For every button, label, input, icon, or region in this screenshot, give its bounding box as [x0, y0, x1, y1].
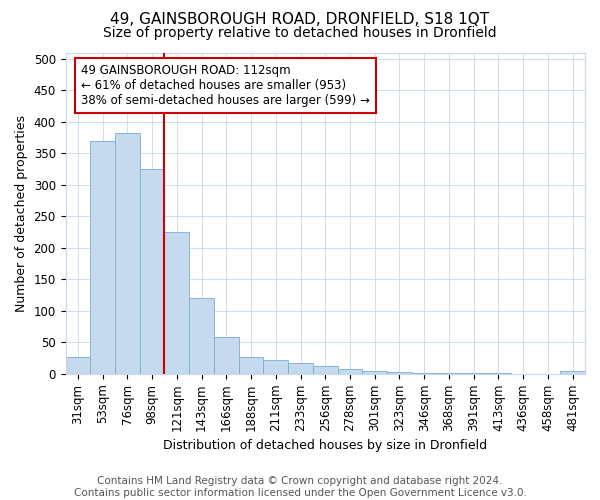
Text: 49 GAINSBOROUGH ROAD: 112sqm
← 61% of detached houses are smaller (953)
38% of s: 49 GAINSBOROUGH ROAD: 112sqm ← 61% of de…: [81, 64, 370, 106]
Bar: [90, 140, 115, 374]
Text: 49, GAINSBOROUGH ROAD, DRONFIELD, S18 1QT: 49, GAINSBOROUGH ROAD, DRONFIELD, S18 1Q…: [110, 12, 490, 28]
Bar: [313, 366, 338, 374]
X-axis label: Distribution of detached houses by size in Dronfield: Distribution of detached houses by size …: [163, 440, 487, 452]
Bar: [214, 338, 239, 374]
Bar: [263, 360, 288, 374]
Text: Size of property relative to detached houses in Dronfield: Size of property relative to detached ho…: [103, 26, 497, 40]
Bar: [560, 370, 585, 374]
Bar: [412, 372, 437, 374]
Bar: [189, 298, 214, 374]
Bar: [115, 132, 140, 374]
Bar: [387, 372, 412, 374]
Bar: [140, 169, 164, 374]
Y-axis label: Number of detached properties: Number of detached properties: [15, 114, 28, 312]
Bar: [461, 373, 486, 374]
Bar: [486, 373, 511, 374]
Text: Contains HM Land Registry data © Crown copyright and database right 2024.
Contai: Contains HM Land Registry data © Crown c…: [74, 476, 526, 498]
Bar: [239, 357, 263, 374]
Bar: [65, 357, 90, 374]
Bar: [288, 363, 313, 374]
Bar: [338, 370, 362, 374]
Bar: [362, 372, 387, 374]
Bar: [437, 373, 461, 374]
Bar: [164, 232, 189, 374]
